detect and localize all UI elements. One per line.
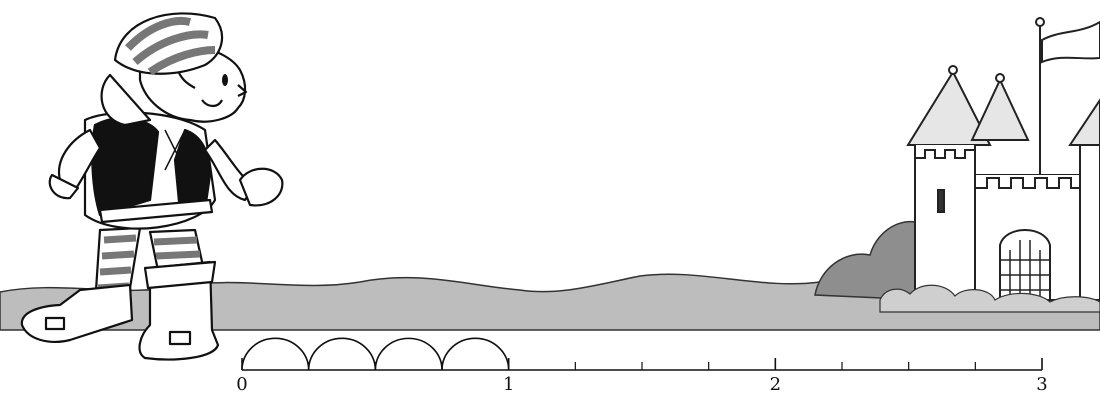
boy-runner-illustration: [20, 12, 284, 361]
jump-arc: [374, 337, 443, 371]
jump-arc: [441, 337, 510, 371]
jump-arcs: [241, 337, 510, 371]
dark-bush: [814, 220, 926, 301]
number-line: 0 1 2 3: [236, 337, 1048, 393]
tick-label-2: 2: [770, 374, 781, 393]
jump-arc: [241, 337, 310, 371]
tick-label-0: 0: [236, 374, 247, 393]
tick-label-1: 1: [503, 374, 514, 393]
castle-illustration: [906, 17, 1100, 301]
jump-arc: [307, 337, 377, 371]
number-line-ticks: [241, 358, 1043, 370]
tick-label-3: 3: [1036, 374, 1047, 393]
front-bushes: [879, 284, 1100, 313]
number-line-labels: 0 1 2 3: [236, 374, 1047, 393]
